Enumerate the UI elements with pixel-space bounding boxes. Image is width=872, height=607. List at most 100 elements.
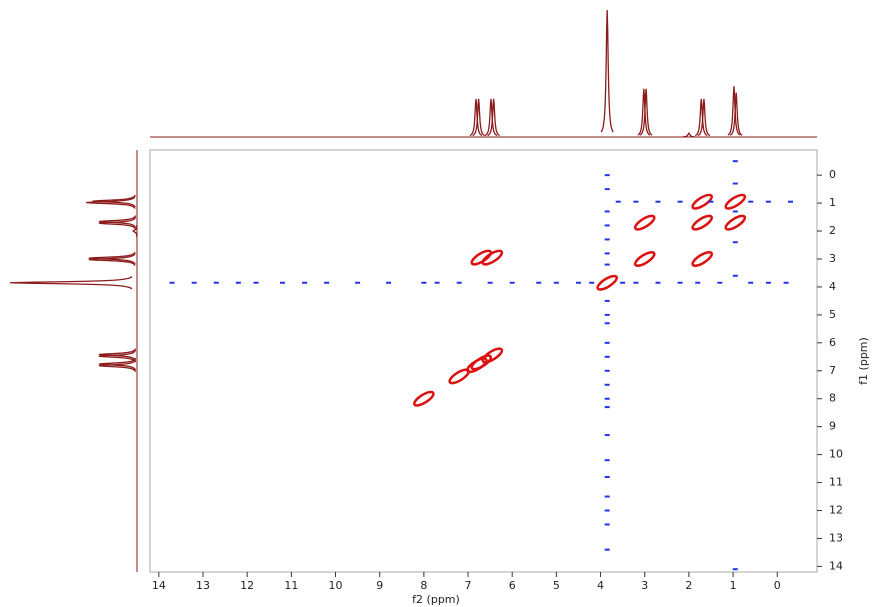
artifact-point: [457, 282, 462, 284]
artifact-point: [695, 282, 700, 284]
artifact-point: [788, 201, 793, 203]
artifact-point: [421, 282, 426, 284]
chart: f2 (ppm) f1 (ppm) 1413121110987654321001…: [0, 0, 872, 607]
x-axis-label: f2 (ppm): [412, 593, 460, 606]
artifact-point: [192, 282, 197, 284]
x-tick-label: 7: [465, 579, 472, 592]
cross-peak: [691, 213, 714, 231]
artifact-point: [733, 275, 738, 277]
artifact-point: [386, 282, 391, 284]
artifact-point: [748, 282, 753, 284]
x-tick-label: 1: [730, 579, 737, 592]
artifact-point: [655, 282, 660, 284]
x-tick-label: 14: [152, 579, 166, 592]
cross-peak: [412, 390, 435, 408]
y-axis-label: f1 (ppm): [857, 337, 870, 385]
artifact-point: [324, 282, 329, 284]
artifact-point: [488, 282, 493, 284]
y-tick-label: 4: [829, 280, 836, 293]
artifact-point: [766, 201, 771, 203]
artifact-point: [605, 496, 610, 498]
x-tick-label: 9: [376, 579, 383, 592]
y-tick-label: 5: [829, 308, 836, 321]
artifact-point: [605, 188, 610, 190]
artifact-point: [784, 282, 789, 284]
artifact-point: [717, 282, 722, 284]
x-tick-label: 2: [685, 579, 692, 592]
artifact-point: [605, 224, 610, 226]
cross-peak: [470, 353, 493, 371]
artifact-point: [633, 282, 638, 284]
artifact-point: [605, 322, 610, 324]
artifact-point: [435, 282, 440, 284]
artifact-point: [605, 549, 610, 551]
artifact-point: [733, 183, 738, 185]
cross-peak: [633, 250, 656, 268]
artifact-point: [605, 174, 610, 176]
y-tick-label: 1: [829, 196, 836, 209]
artifact-point: [536, 282, 541, 284]
artifact-point: [733, 160, 738, 162]
artifact-point: [605, 476, 610, 478]
x-tick-label: 3: [641, 579, 648, 592]
artifact-point: [254, 282, 259, 284]
artifact-point: [576, 282, 581, 284]
artifact-point: [605, 398, 610, 400]
cross-peak: [724, 192, 747, 210]
y-tick-label: 2: [829, 224, 836, 237]
artifact-point: [708, 201, 713, 203]
top-projection-peak: [683, 133, 695, 137]
artifact-point: [605, 238, 610, 240]
artifact-point: [733, 568, 738, 570]
y-tick-label: 11: [829, 476, 843, 489]
artifact-point: [605, 459, 610, 461]
y-tick-label: 10: [829, 448, 843, 461]
y-tick-label: 7: [829, 364, 836, 377]
x-tick-label: 5: [553, 579, 560, 592]
artifact-point: [605, 384, 610, 386]
artifact-point: [616, 201, 621, 203]
left-projection-peak: [10, 277, 132, 289]
artifact-point: [236, 282, 241, 284]
artifact-point: [280, 282, 285, 284]
y-tick-label: 9: [829, 420, 836, 433]
artifact-point: [605, 210, 610, 212]
artifact-point: [605, 510, 610, 512]
artifact-point: [766, 282, 771, 284]
y-tick-label: 13: [829, 531, 843, 544]
x-tick-label: 10: [329, 579, 343, 592]
cross-peak: [633, 213, 656, 231]
artifact-point: [748, 201, 753, 203]
y-tick-label: 8: [829, 392, 836, 405]
y-tick-label: 0: [829, 168, 836, 181]
artifact-point: [605, 523, 610, 525]
y-tick-label: 6: [829, 336, 836, 349]
cross-peak: [724, 213, 747, 231]
cross-peak: [448, 367, 471, 385]
artifact-point: [605, 356, 610, 358]
cross-peak: [691, 250, 714, 268]
x-tick-label: 0: [774, 579, 781, 592]
cross-peak: [596, 274, 619, 292]
y-tick-label: 12: [829, 504, 843, 517]
artifact-point: [605, 406, 610, 408]
x-tick-label: 13: [196, 579, 210, 592]
artifact-point: [605, 264, 610, 266]
artifact-point: [510, 282, 515, 284]
artifact-point: [733, 210, 738, 212]
artifact-point: [733, 241, 738, 243]
artifact-point: [605, 370, 610, 372]
top-projection-peak: [601, 10, 613, 132]
artifact-point: [170, 282, 175, 284]
x-tick-label: 12: [240, 579, 254, 592]
artifact-point: [554, 282, 559, 284]
artifact-point: [605, 434, 610, 436]
y-tick-label: 3: [829, 252, 836, 265]
artifact-point: [655, 201, 660, 203]
artifact-point: [589, 282, 594, 284]
artifact-point: [633, 201, 638, 203]
x-tick-label: 8: [420, 579, 427, 592]
y-tick-label: 14: [829, 559, 843, 572]
artifact-point: [620, 282, 625, 284]
artifact-point: [214, 282, 219, 284]
